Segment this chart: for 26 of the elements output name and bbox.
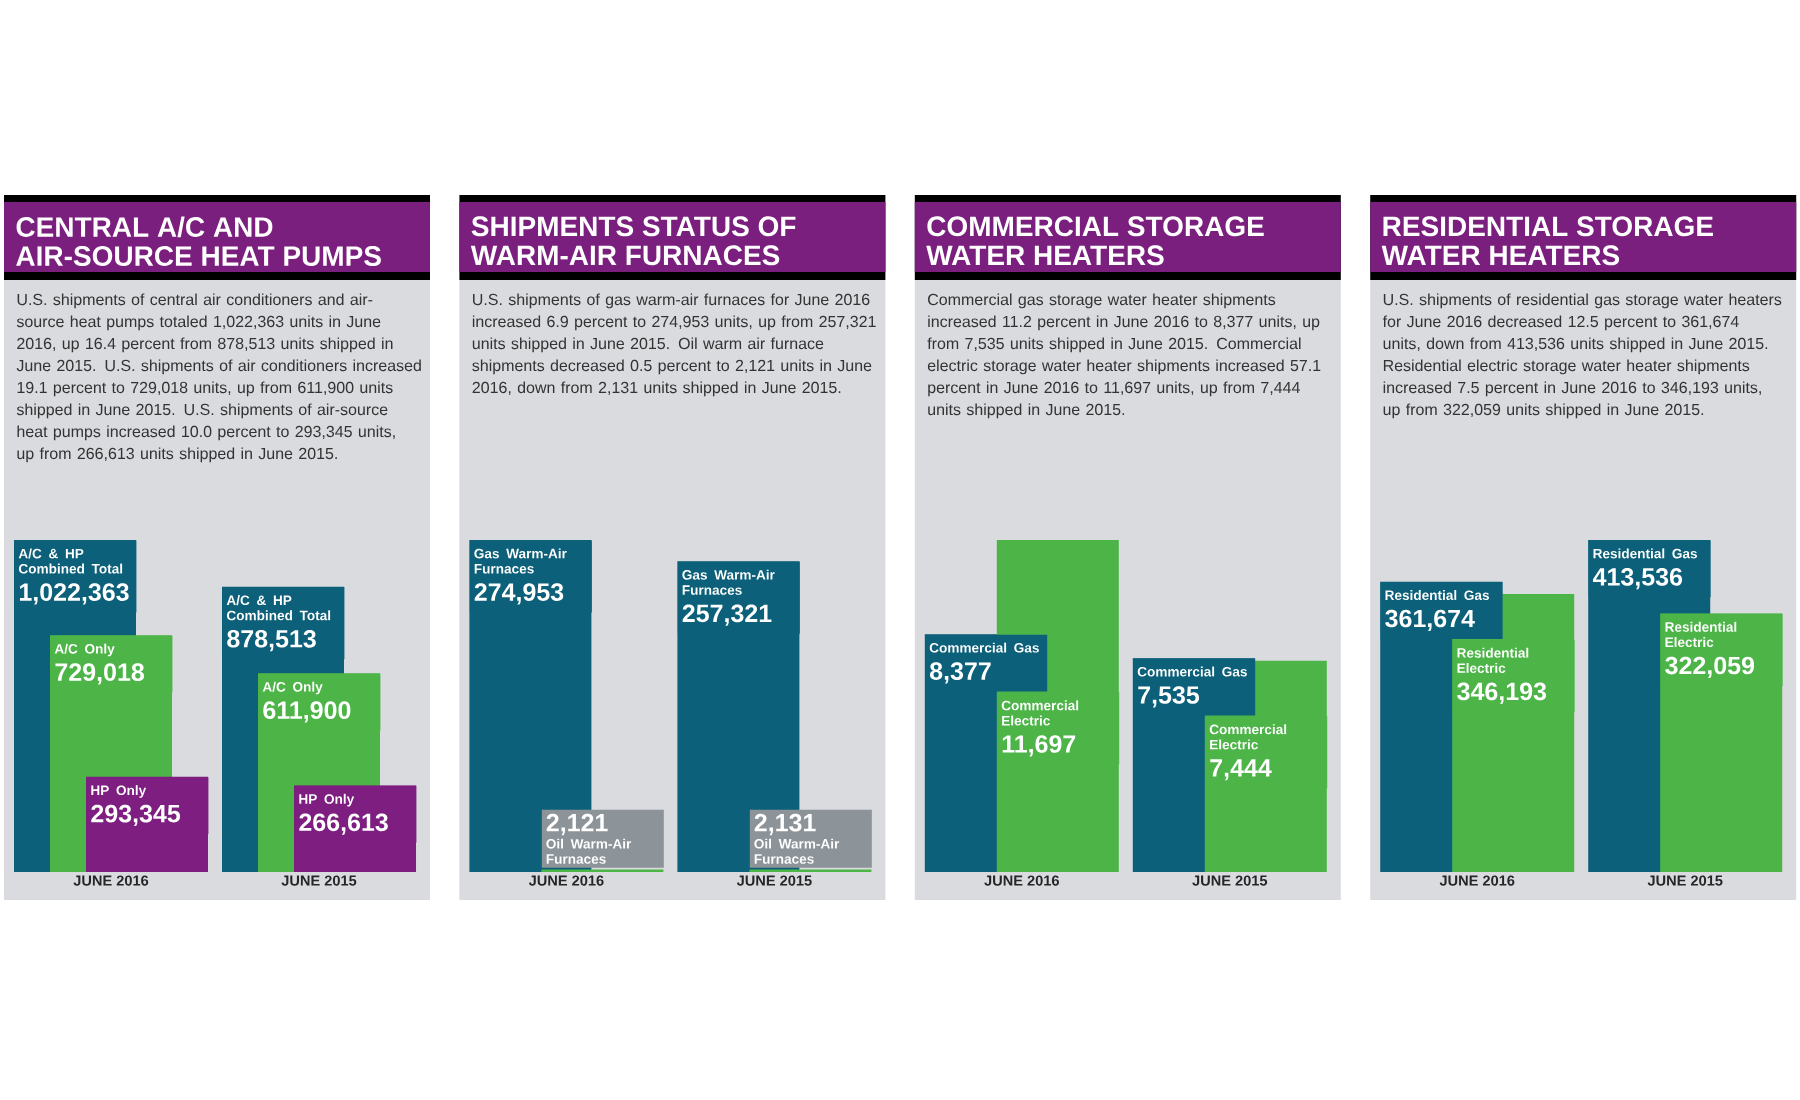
data-label: 322,059 <box>1665 656 1755 678</box>
chart-subtitle: U.S. shipments of residential gas storage water heaters for June 2016 decreased 12.5 percent to 361,674 units, down from 413,536 units shipped in June 2015. Residential electric storage water heater shipments increased 7.5 percent in June 2016 to 346,193 units, up from 322,059 units shipped in June 2015. <box>1382 293 1782 419</box>
data-label: 11,697 <box>1002 735 1076 757</box>
chart-subtitle: Commercial gas storage water heater shipments increased 11.2 percent in June 2016 to 8,377 units, up from 7,535 units shipped in June 2015. Commercial electric storage water heater shipments increased 57.1 percent in June 2016 to 11,697 units, up from 7,444 units shipped in June 2015. <box>927 293 1321 419</box>
data-label: 7,535 <box>1138 686 1200 708</box>
chart-title: COMMERCIAL STORAGE WATER HEATERS <box>926 216 1264 266</box>
data-label: 257,321 <box>682 604 772 626</box>
data-label: 2,121 <box>546 813 608 836</box>
data-label: 8,377 <box>929 662 991 684</box>
data-label: 729,018 <box>55 663 144 685</box>
data-label: 1,022,363 <box>19 583 129 605</box>
data-label: 293,345 <box>91 804 181 827</box>
data-label: 274,953 <box>474 583 564 605</box>
chart-subtitle: U.S. shipments of central air conditioners and air-source heat pumps totaled 1,022,363 units in June 2016, up 16.4 percent from 878,513 units shipped in June 2015. U.S. shipments of air conditioners increased 19.1 percent to 729,018 units, up from 611,900 units shipped in June 2015. U.S. shipments of air-source heat pumps increased 10.0 percent to 293,345 units, up from 266,613 units shipped in June 2015. <box>16 293 421 463</box>
data-label: 2,131 <box>754 813 816 836</box>
chart-title: SHIPMENTS STATUS OF WARM-AIR FURNACES <box>470 216 796 266</box>
data-label: 878,513 <box>227 629 316 652</box>
chart-title: CENTRAL A/C AND AIR-SOURCE HEAT PUMPS <box>16 216 381 266</box>
data-label: 361,674 <box>1385 609 1475 631</box>
chart-subtitle: U.S. shipments of gas warm-air furnaces for June 2016 increased 6.9 percent to 274,953 units, up from 257,321 units shipped in June 2015. Oil warm air furnace shipments decreased 0.5 percent to 2,121 units in June 2016, down from 2,131 units shipped in June 2015. <box>472 293 876 397</box>
data-label: 413,536 <box>1592 568 1683 590</box>
data-label: 611,900 <box>263 701 351 723</box>
chart-title: RESIDENTIAL STORAGE WATER HEATERS <box>1381 216 1713 266</box>
data-label: 7,444 <box>1210 759 1272 781</box>
data-label: 266,613 <box>299 813 388 835</box>
data-label: 346,193 <box>1457 682 1547 704</box>
